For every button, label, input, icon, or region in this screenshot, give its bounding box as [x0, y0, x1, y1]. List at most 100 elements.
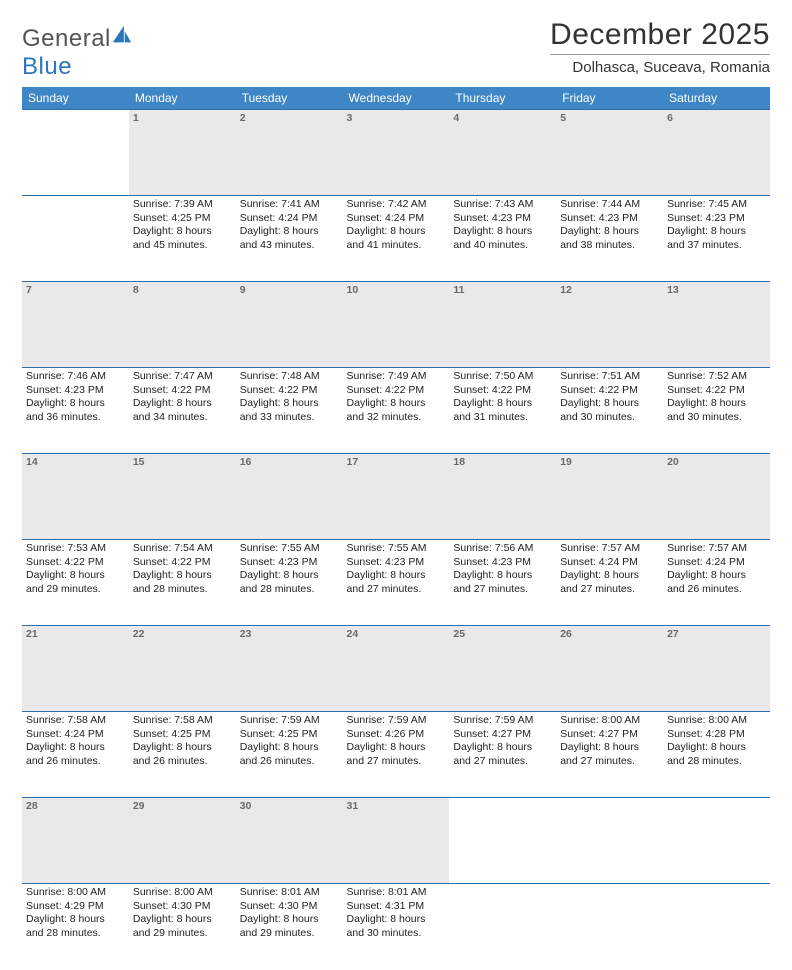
sunset-text: Sunset: 4:26 PM: [347, 728, 446, 742]
sunrise-text: Sunrise: 7:59 AM: [347, 714, 446, 728]
day-number: 13: [663, 282, 770, 368]
day-cell: Sunrise: 7:51 AMSunset: 4:22 PMDaylight:…: [556, 368, 663, 454]
day-cell: [556, 884, 663, 970]
day-cell-content: Sunrise: 7:55 AMSunset: 4:23 PMDaylight:…: [347, 542, 446, 597]
sunset-text: Sunset: 4:22 PM: [560, 384, 659, 398]
day-number: 30: [236, 798, 343, 884]
sunset-text: Sunset: 4:27 PM: [453, 728, 552, 742]
sunset-text: Sunset: 4:22 PM: [453, 384, 552, 398]
brand-word1: General: [22, 25, 111, 52]
brand-word2: Blue: [22, 53, 72, 80]
day-cell-content: Sunrise: 8:00 AMSunset: 4:30 PMDaylight:…: [133, 886, 232, 941]
sunset-text: Sunset: 4:22 PM: [347, 384, 446, 398]
day-cell-content: Sunrise: 8:01 AMSunset: 4:31 PMDaylight:…: [347, 886, 446, 941]
sunrise-text: Sunrise: 7:43 AM: [453, 198, 552, 212]
daylight-text: Daylight: 8 hours and 45 minutes.: [133, 225, 232, 252]
title-divider: [550, 54, 770, 55]
day-number: 29: [129, 798, 236, 884]
sunrise-text: Sunrise: 7:50 AM: [453, 370, 552, 384]
sunset-text: Sunset: 4:28 PM: [667, 728, 766, 742]
week-row: Sunrise: 7:46 AMSunset: 4:23 PMDaylight:…: [22, 368, 770, 454]
day-cell: Sunrise: 7:55 AMSunset: 4:23 PMDaylight:…: [343, 540, 450, 626]
day-cell: Sunrise: 7:39 AMSunset: 4:25 PMDaylight:…: [129, 196, 236, 282]
daylight-text: Daylight: 8 hours and 28 minutes.: [26, 913, 125, 940]
sunrise-text: Sunrise: 8:01 AM: [347, 886, 446, 900]
daylight-text: Daylight: 8 hours and 27 minutes.: [347, 569, 446, 596]
day-header: Friday: [556, 87, 663, 110]
sunrise-text: Sunrise: 7:42 AM: [347, 198, 446, 212]
day-cell: Sunrise: 8:00 AMSunset: 4:28 PMDaylight:…: [663, 712, 770, 798]
sunset-text: Sunset: 4:29 PM: [26, 900, 125, 914]
sunrise-text: Sunrise: 7:55 AM: [240, 542, 339, 556]
day-cell-content: Sunrise: 7:50 AMSunset: 4:22 PMDaylight:…: [453, 370, 552, 425]
daylight-text: Daylight: 8 hours and 31 minutes.: [453, 397, 552, 424]
calendar-table: SundayMondayTuesdayWednesdayThursdayFrid…: [22, 87, 770, 970]
daylight-text: Daylight: 8 hours and 29 minutes.: [240, 913, 339, 940]
daylight-text: Daylight: 8 hours and 28 minutes.: [667, 741, 766, 768]
sunrise-text: Sunrise: 7:59 AM: [453, 714, 552, 728]
day-cell: [449, 884, 556, 970]
sunset-text: Sunset: 4:23 PM: [667, 212, 766, 226]
sunset-text: Sunset: 4:30 PM: [133, 900, 232, 914]
day-cell-content: Sunrise: 7:41 AMSunset: 4:24 PMDaylight:…: [240, 198, 339, 253]
day-cell: Sunrise: 8:01 AMSunset: 4:30 PMDaylight:…: [236, 884, 343, 970]
calendar-body: 123456Sunrise: 7:39 AMSunset: 4:25 PMDay…: [22, 110, 770, 970]
day-cell: Sunrise: 7:41 AMSunset: 4:24 PMDaylight:…: [236, 196, 343, 282]
day-cell: Sunrise: 7:50 AMSunset: 4:22 PMDaylight:…: [449, 368, 556, 454]
daylight-text: Daylight: 8 hours and 36 minutes.: [26, 397, 125, 424]
daylight-text: Daylight: 8 hours and 30 minutes.: [667, 397, 766, 424]
daylight-text: Daylight: 8 hours and 27 minutes.: [453, 569, 552, 596]
daylight-text: Daylight: 8 hours and 26 minutes.: [133, 741, 232, 768]
day-cell: [22, 196, 129, 282]
day-cell: Sunrise: 7:54 AMSunset: 4:22 PMDaylight:…: [129, 540, 236, 626]
daylight-text: Daylight: 8 hours and 27 minutes.: [560, 569, 659, 596]
day-number: [449, 798, 556, 884]
day-cell-content: Sunrise: 7:39 AMSunset: 4:25 PMDaylight:…: [133, 198, 232, 253]
sunset-text: Sunset: 4:22 PM: [133, 556, 232, 570]
sunset-text: Sunset: 4:22 PM: [240, 384, 339, 398]
day-cell-content: Sunrise: 7:59 AMSunset: 4:26 PMDaylight:…: [347, 714, 446, 769]
day-number: 10: [343, 282, 450, 368]
daylight-text: Daylight: 8 hours and 27 minutes.: [560, 741, 659, 768]
day-cell-content: Sunrise: 7:46 AMSunset: 4:23 PMDaylight:…: [26, 370, 125, 425]
daylight-text: Daylight: 8 hours and 30 minutes.: [560, 397, 659, 424]
daylight-text: Daylight: 8 hours and 27 minutes.: [453, 741, 552, 768]
day-cell-content: Sunrise: 7:47 AMSunset: 4:22 PMDaylight:…: [133, 370, 232, 425]
sunrise-text: Sunrise: 7:45 AM: [667, 198, 766, 212]
day-cell: Sunrise: 7:42 AMSunset: 4:24 PMDaylight:…: [343, 196, 450, 282]
day-number: 8: [129, 282, 236, 368]
daylight-text: Daylight: 8 hours and 29 minutes.: [26, 569, 125, 596]
day-number: 21: [22, 626, 129, 712]
sunrise-text: Sunrise: 7:57 AM: [560, 542, 659, 556]
day-cell: Sunrise: 7:58 AMSunset: 4:25 PMDaylight:…: [129, 712, 236, 798]
day-number: 23: [236, 626, 343, 712]
daylight-text: Daylight: 8 hours and 28 minutes.: [133, 569, 232, 596]
day-number: 2: [236, 110, 343, 196]
location-text: Dolhasca, Suceava, Romania: [550, 59, 770, 76]
sunset-text: Sunset: 4:27 PM: [560, 728, 659, 742]
day-cell-content: Sunrise: 7:52 AMSunset: 4:22 PMDaylight:…: [667, 370, 766, 425]
day-cell: Sunrise: 7:48 AMSunset: 4:22 PMDaylight:…: [236, 368, 343, 454]
day-number: 6: [663, 110, 770, 196]
day-cell: Sunrise: 7:53 AMSunset: 4:22 PMDaylight:…: [22, 540, 129, 626]
title-block: December 2025 Dolhasca, Suceava, Romania: [550, 18, 770, 76]
day-cell-content: Sunrise: 7:49 AMSunset: 4:22 PMDaylight:…: [347, 370, 446, 425]
day-cell: Sunrise: 8:01 AMSunset: 4:31 PMDaylight:…: [343, 884, 450, 970]
daylight-text: Daylight: 8 hours and 34 minutes.: [133, 397, 232, 424]
sunrise-text: Sunrise: 7:52 AM: [667, 370, 766, 384]
sunrise-text: Sunrise: 7:51 AM: [560, 370, 659, 384]
day-number: 4: [449, 110, 556, 196]
day-cell-content: Sunrise: 7:56 AMSunset: 4:23 PMDaylight:…: [453, 542, 552, 597]
sunrise-text: Sunrise: 7:46 AM: [26, 370, 125, 384]
day-number: 9: [236, 282, 343, 368]
sunrise-text: Sunrise: 7:49 AM: [347, 370, 446, 384]
day-cell-content: Sunrise: 7:59 AMSunset: 4:25 PMDaylight:…: [240, 714, 339, 769]
sunset-text: Sunset: 4:25 PM: [133, 728, 232, 742]
month-title: December 2025: [550, 18, 770, 52]
daylight-text: Daylight: 8 hours and 26 minutes.: [240, 741, 339, 768]
day-cell: Sunrise: 7:55 AMSunset: 4:23 PMDaylight:…: [236, 540, 343, 626]
sunrise-text: Sunrise: 7:48 AM: [240, 370, 339, 384]
sunrise-text: Sunrise: 7:55 AM: [347, 542, 446, 556]
daynum-row: 21222324252627: [22, 626, 770, 712]
daynum-row: 78910111213: [22, 282, 770, 368]
